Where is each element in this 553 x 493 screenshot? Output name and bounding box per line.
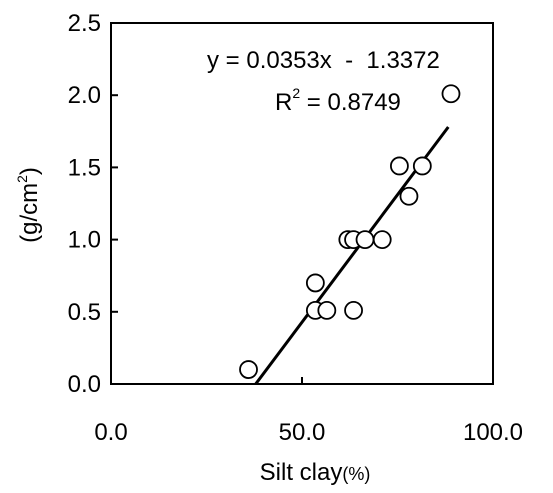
- x-tick-label: 100.0: [463, 419, 523, 446]
- y-tick-label: 2.0: [68, 82, 101, 109]
- y-axis-title: (g/cm2): [14, 167, 43, 243]
- data-point: [412, 156, 432, 176]
- data-point: [355, 230, 375, 250]
- data-point: [441, 84, 461, 104]
- data-point: [390, 156, 409, 176]
- plot-area: [110, 22, 494, 385]
- r-squared-prefix: R: [275, 89, 292, 116]
- y-tick-label: 1.0: [68, 227, 101, 254]
- data-point: [399, 186, 419, 206]
- r-squared-superscript: 2: [292, 85, 300, 101]
- data-point: [239, 360, 258, 379]
- data-point: [305, 273, 325, 293]
- equation-annotation: y = 0.0353x - 1.3372: [207, 47, 440, 74]
- x-tick-label: 0.0: [94, 419, 127, 446]
- x-axis-title: Silt clay(%): [260, 459, 371, 486]
- y-tick-label: 0.5: [68, 299, 101, 326]
- y-axis-title-suffix: ): [16, 167, 43, 175]
- y-tick-label: 2.5: [68, 10, 101, 37]
- y-axis-title-prefix: (g/cm: [16, 183, 43, 243]
- x-axis-title-unit: (%): [342, 464, 370, 484]
- y-axis-title-superscript: 2: [14, 175, 30, 183]
- r-squared-annotation: R2 = 0.8749: [275, 85, 401, 116]
- r-squared-value: = 0.8749: [300, 89, 401, 116]
- data-point: [317, 300, 337, 320]
- x-axis-title-text: Silt clay: [260, 459, 343, 486]
- y-tick-label: 1.5: [68, 154, 101, 181]
- data-points-layer: [239, 84, 461, 379]
- x-axis-ticks: 0.0 50.0 100.0: [94, 377, 523, 446]
- y-axis-ticks: 0.0 0.5 1.0 1.5 2.0 2.5: [68, 10, 118, 398]
- data-point: [372, 230, 392, 250]
- x-tick-label: 50.0: [279, 419, 326, 446]
- data-point: [344, 300, 363, 320]
- y-tick-label: 0.0: [68, 371, 101, 398]
